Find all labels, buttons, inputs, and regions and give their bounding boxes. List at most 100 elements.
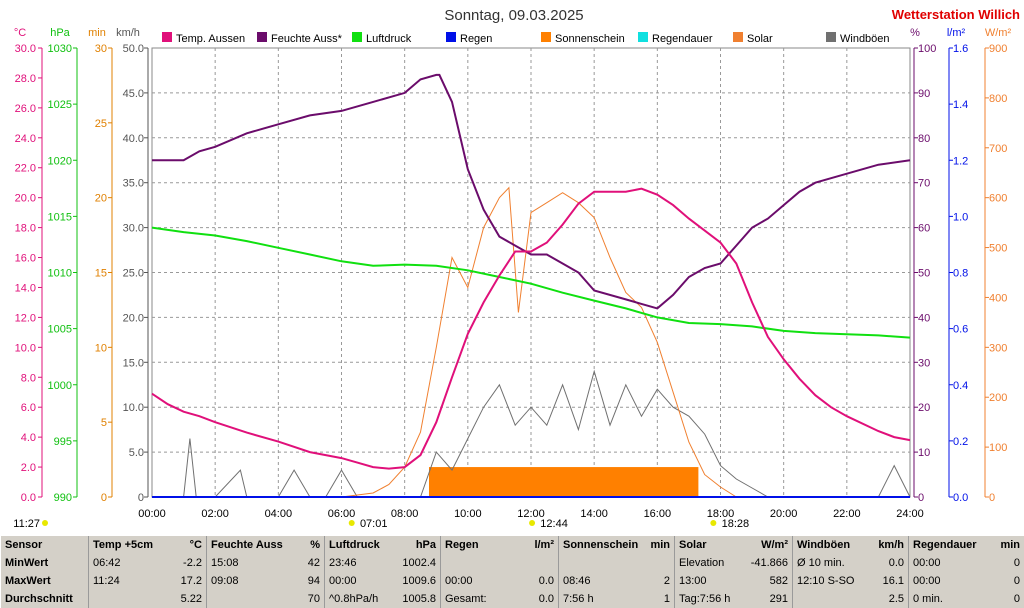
stats-table: Sensor Temp +5cm °C Feuchte Auss% Luftdruck h… <box>0 536 1024 608</box>
legend-swatch <box>541 32 551 42</box>
pressure-axis-unit: hPa <box>50 27 70 39</box>
stats-cell: Solar W/m² <box>674 536 793 554</box>
stats-cell: 23:46 1002.4 <box>324 554 441 572</box>
legend-item: Temp. Aussen <box>162 32 245 45</box>
stats-cell-left: 00:00 <box>329 575 357 587</box>
x-tick-label: 20:00 <box>770 508 798 520</box>
stats-cell: Regendauer min <box>908 536 1024 554</box>
stats-cell-right: 5.22 <box>180 593 202 605</box>
stats-cell: Durchschnitt <box>0 590 89 608</box>
temp-tick-label: 26.0 <box>15 103 36 115</box>
x-tick-label: 06:00 <box>328 508 356 520</box>
stats-cell-left: 00:00 <box>445 575 473 587</box>
stats-cell-left: MinWert <box>5 557 49 569</box>
stats-cell-left: Windböen <box>797 539 851 551</box>
solarseries <box>341 186 737 498</box>
temp-tick-label: 0.0 <box>21 492 36 504</box>
x-tick-label: 16:00 <box>644 508 672 520</box>
stats-cell-right: l/m² <box>534 539 554 551</box>
rain-tick-label: 0.0 <box>953 492 968 504</box>
temp-tick-label: 18.0 <box>15 223 36 235</box>
event-markers: 11:27 07:01 12:44 18:28 <box>13 518 749 530</box>
stats-row: MinWert 06:42 -2.2 15:08 42 23:46 1002.4 Elevat… <box>0 554 1024 572</box>
stats-cell-left: 13:00 <box>679 575 707 587</box>
stats-cell: Ø 10 min. 0.0 <box>792 554 909 572</box>
hum-tick-label: 30 <box>918 357 930 369</box>
temp-axis-unit: °C <box>14 27 26 39</box>
legend-item: Luftdruck <box>352 32 412 45</box>
temp-aussenseries <box>151 187 911 470</box>
solar-tick-label: 0 <box>989 492 995 504</box>
pressure-tick-label: 995 <box>54 436 72 448</box>
stats-cell-left: 08:46 <box>563 575 591 587</box>
stats-cell: Tag:7:56 h 291 <box>674 590 793 608</box>
stats-cell: Feuchte Auss% <box>206 536 325 554</box>
stats-cell-left: Temp +5cm <box>93 539 154 551</box>
stats-cell-right: 2.5 <box>888 593 904 605</box>
x-tick-label: 08:00 <box>391 508 419 520</box>
temp-tick-label: 28.0 <box>15 73 36 85</box>
stats-cell: Sonnenschein min <box>558 536 675 554</box>
feuchte-auss-series <box>152 73 911 310</box>
rain-tick-label: 0.2 <box>953 436 968 448</box>
rainmin-tick-label: 20 <box>95 193 107 205</box>
wind-tick-label: 40.0 <box>123 133 144 145</box>
stats-cell: 5.22 <box>88 590 207 608</box>
pressure-tick-label: 1010 <box>48 268 72 280</box>
stats-cell: 12:10 S-SO 16.1 <box>792 572 909 590</box>
stats-cell-left: Gesamt: <box>445 593 487 605</box>
legend-label: Windböen <box>840 33 890 45</box>
legend-item: Solar <box>733 32 773 45</box>
hum-axis-unit: % <box>910 27 920 39</box>
stats-cell-right: km/h <box>878 539 904 551</box>
rain-tick-label: 0.6 <box>953 324 968 336</box>
event-sun-icon <box>348 520 355 526</box>
pressure-tick-label: 1025 <box>48 99 72 111</box>
stats-cell-left: 0 min. <box>913 593 943 605</box>
x-tick-label: 24:00 <box>896 508 924 520</box>
stats-cell: 70 <box>206 590 325 608</box>
legend-label: Temp. Aussen <box>176 33 245 45</box>
wind-tick-label: 30.0 <box>123 223 144 235</box>
solar-tick-label: 200 <box>989 392 1007 404</box>
legend-label: Solar <box>747 33 773 45</box>
stats-cell-right: 2 <box>663 575 670 587</box>
x-tick-label: 00:00 <box>138 508 166 520</box>
event-label: 11:27 <box>13 518 40 530</box>
rainmin-tick-label: 15 <box>95 268 107 280</box>
legend-item: Sonnenschein <box>541 32 625 45</box>
x-tick-label: 18:00 <box>707 508 735 520</box>
pressure-tick-label: 1030 <box>48 43 72 55</box>
temp-tick-label: 2.0 <box>21 462 36 474</box>
stats-cell-left: Regendauer <box>913 539 977 551</box>
stats-cell-right: W/m² <box>761 539 788 551</box>
stats-cell-right: min <box>1000 539 1020 551</box>
temp-tick-label: 4.0 <box>21 432 36 444</box>
stats-cell-right: 94 <box>307 575 320 587</box>
stats-cell-left: Ø 10 min. <box>797 557 845 569</box>
stats-cell: Windböen km/h <box>792 536 909 554</box>
solar-tick-label: 900 <box>989 43 1007 55</box>
stats-cell-right: 582 <box>769 575 788 587</box>
chart-title: Sonntag, 09.03.2025 <box>444 7 583 24</box>
hum-tick-label: 0 <box>918 492 924 504</box>
pressure-tick-label: 1000 <box>48 380 72 392</box>
rain-tick-label: 1.0 <box>953 211 968 223</box>
stats-cell-left: Elevation <box>679 557 725 569</box>
rain-tick-label: 0.4 <box>953 380 968 392</box>
temp-tick-label: 30.0 <box>15 43 36 55</box>
stats-cell <box>440 554 559 572</box>
legend: Temp. Aussen Feuchte Auss* Luftdruck Regen S… <box>162 32 890 45</box>
stats-cell: 00:00 0 <box>908 554 1024 572</box>
stats-cell-left: Solar <box>679 539 707 551</box>
sunshine-bar <box>428 467 699 497</box>
wind-tick-label: 50.0 <box>123 43 144 55</box>
rain-axis-unit: l/m² <box>947 27 966 39</box>
stats-cell-right: 42 <box>307 557 320 569</box>
stats-cell-left: 00:00 <box>913 557 941 569</box>
rainmin-tick-label: 25 <box>95 118 107 130</box>
hum-tick-label: 100 <box>918 43 936 55</box>
rainmin-tick-label: 5 <box>101 417 107 429</box>
stats-cell: 00:00 1009.6 <box>324 572 441 590</box>
legend-item: Regen <box>446 32 492 45</box>
